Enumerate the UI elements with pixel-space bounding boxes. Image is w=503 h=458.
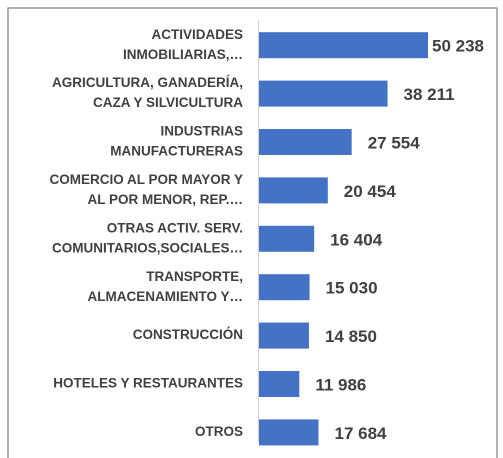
value-label: 14 850 — [325, 327, 377, 346]
category-label: ACTIVIDADES — [151, 27, 243, 42]
chart-frame — [7, 7, 498, 458]
category-label: COMERCIO AL POR MAYOR Y — [49, 172, 243, 187]
bar — [259, 419, 319, 446]
value-label: 50 238 — [432, 37, 484, 56]
value-label: 16 404 — [330, 230, 383, 249]
bar — [259, 274, 310, 301]
category-label: INMOBILIARIAS,… — [123, 47, 243, 62]
value-label: 17 684 — [334, 424, 387, 443]
category-label: ALMACENAMIENTO Y… — [87, 289, 243, 304]
category-label: AL POR MENOR, REP.… — [87, 192, 243, 207]
value-label: 11 986 — [315, 375, 366, 394]
value-label: 38 211 — [404, 85, 455, 104]
bar — [259, 129, 352, 155]
category-label: CAZA Y SILVICULTURA — [93, 95, 243, 110]
bar — [259, 177, 328, 204]
category-label: OTRAS ACTIV. SERV. — [107, 220, 243, 235]
category-label: MANUFACTURERAS — [110, 144, 243, 159]
category-label: CONSTRUCCIÓN — [133, 327, 243, 342]
value-label: 20 454 — [344, 182, 397, 201]
bar — [259, 371, 300, 397]
category-label: OTROS — [195, 424, 243, 439]
category-label: AGRICULTURA, GANADERÍA, — [52, 75, 243, 90]
category-label: COMUNITARIOS,SOCIALES… — [52, 240, 243, 255]
bar — [259, 225, 315, 252]
value-label: 27 554 — [368, 133, 421, 152]
bar — [259, 322, 309, 349]
value-label: 15 030 — [326, 279, 378, 298]
category-label: INDUSTRIAS — [160, 124, 243, 139]
bar — [259, 80, 388, 107]
category-label: TRANSPORTE, — [146, 269, 243, 284]
bar — [259, 32, 428, 59]
category-label: HOTELES Y RESTAURANTES — [53, 376, 243, 391]
